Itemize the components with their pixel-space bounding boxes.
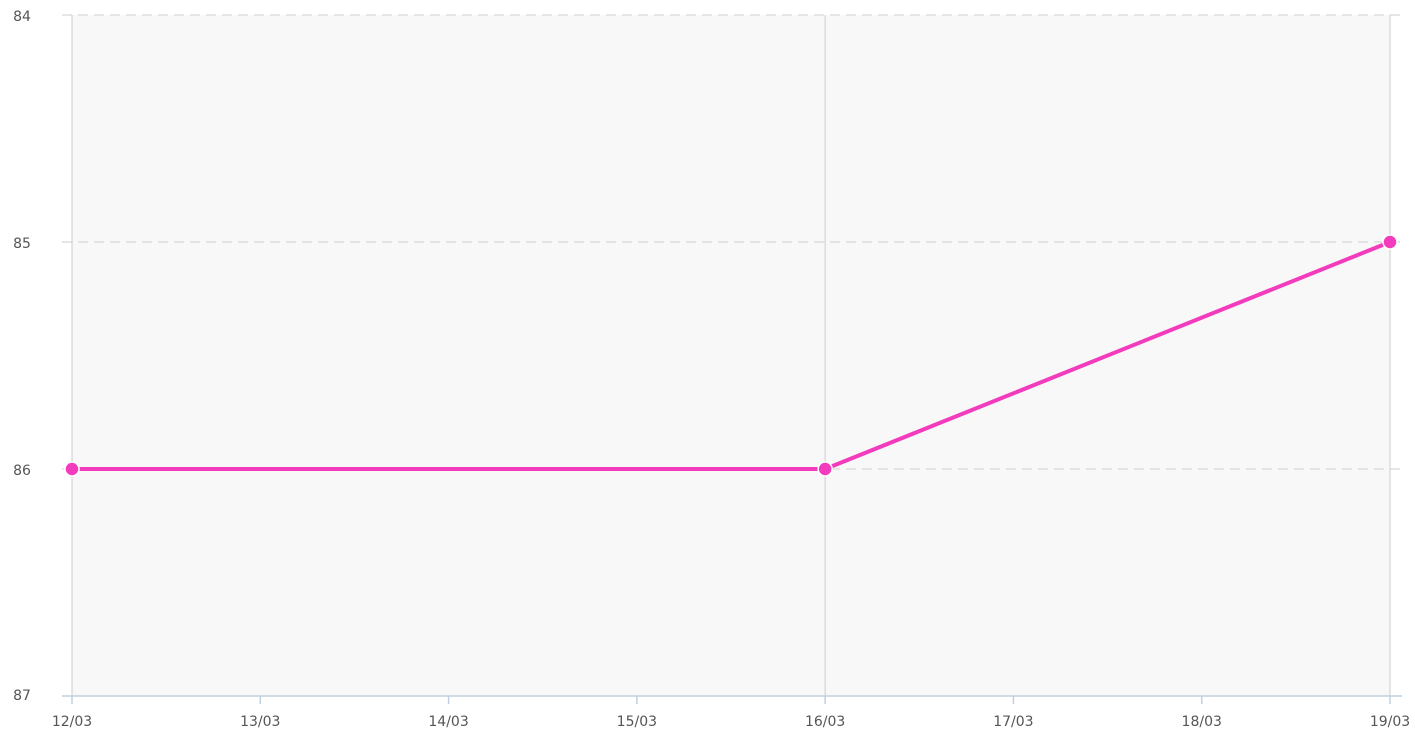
plot-area <box>72 15 1390 696</box>
y-tick-label: 87 <box>13 688 31 704</box>
y-tick-label: 84 <box>13 9 31 25</box>
x-tick-label: 16/03 <box>805 714 845 730</box>
x-tick-label: 19/03 <box>1370 714 1410 730</box>
y-tick-label: 85 <box>13 236 31 252</box>
data-point <box>817 461 833 477</box>
x-tick-label: 12/03 <box>52 714 92 730</box>
x-tick-label: 15/03 <box>617 714 657 730</box>
y-tick-label: 86 <box>13 463 31 479</box>
data-point <box>64 461 80 477</box>
x-tick-label: 13/03 <box>240 714 280 730</box>
x-tick-label: 17/03 <box>993 714 1033 730</box>
x-tick-label: 14/03 <box>428 714 468 730</box>
x-tick-label: 18/03 <box>1182 714 1222 730</box>
data-point <box>1382 234 1398 250</box>
